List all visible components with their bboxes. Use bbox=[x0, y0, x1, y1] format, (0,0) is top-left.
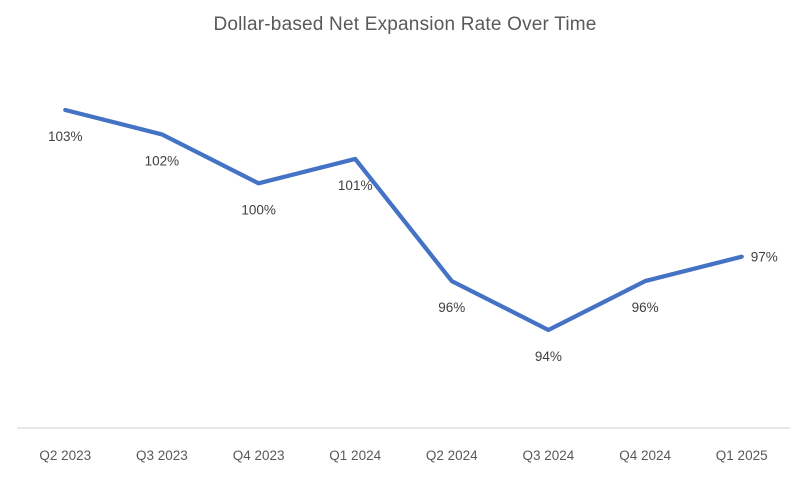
x-axis-label: Q1 2024 bbox=[329, 448, 381, 463]
x-axis-label: Q1 2025 bbox=[716, 448, 768, 463]
data-label: 94% bbox=[535, 349, 562, 364]
data-label: 100% bbox=[241, 202, 276, 217]
data-label: 96% bbox=[438, 300, 465, 315]
data-label: 101% bbox=[338, 178, 373, 193]
x-axis-label: Q3 2023 bbox=[136, 448, 188, 463]
x-axis-label: Q2 2023 bbox=[39, 448, 91, 463]
series-line bbox=[63, 107, 744, 333]
data-label: 102% bbox=[145, 153, 180, 168]
x-axis-label: Q2 2024 bbox=[426, 448, 478, 463]
x-axis-label: Q4 2023 bbox=[233, 448, 285, 463]
x-axis-label: Q3 2024 bbox=[523, 448, 575, 463]
data-label: 103% bbox=[48, 129, 83, 144]
chart-title: Dollar-based Net Expansion Rate Over Tim… bbox=[213, 14, 597, 35]
data-label: 97% bbox=[751, 250, 778, 265]
data-label: 96% bbox=[632, 300, 659, 315]
x-axis-label: Q4 2024 bbox=[619, 448, 671, 463]
